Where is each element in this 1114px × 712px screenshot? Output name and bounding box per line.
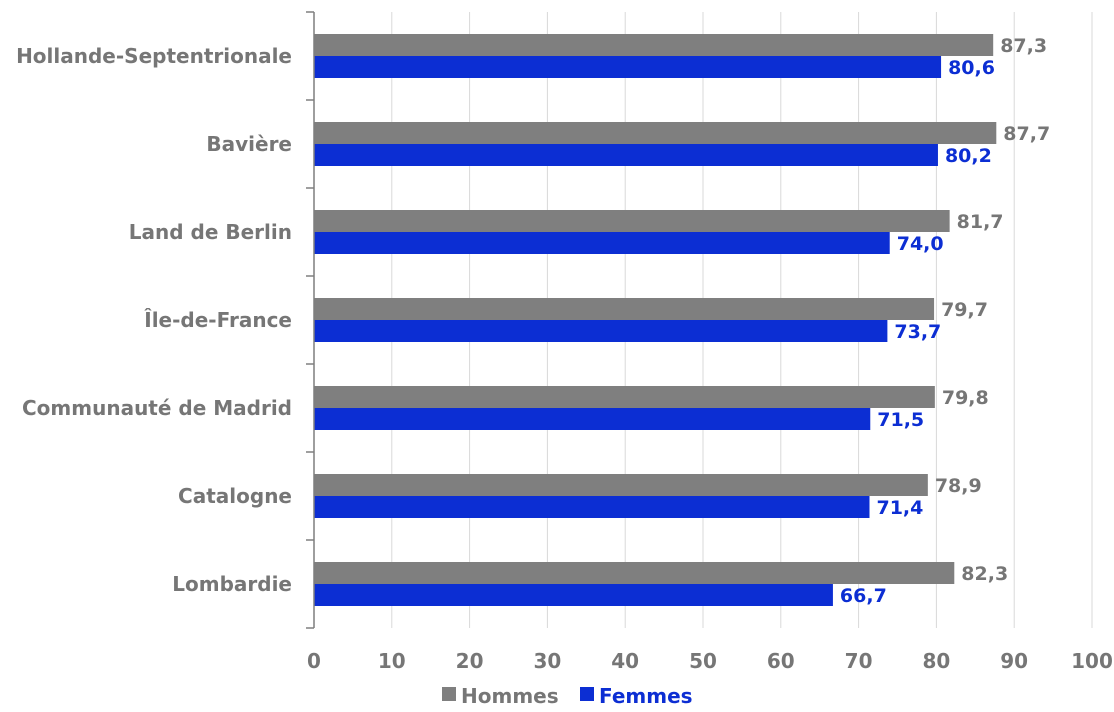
x-tick-label: 0 <box>307 649 321 673</box>
data-label: 87,3 <box>1000 35 1047 57</box>
category-label: Hollande-Septentrionale <box>16 44 292 68</box>
bar-hommes <box>314 122 997 144</box>
bar-femmes <box>314 408 871 430</box>
legend-swatch-hommes <box>442 687 456 701</box>
category-label: Lombardie <box>172 572 292 596</box>
bar-hommes <box>314 34 994 56</box>
x-tick-label: 50 <box>689 649 717 673</box>
data-label: 73,7 <box>894 321 941 343</box>
x-tick-label: 90 <box>1000 649 1028 673</box>
bar-femmes <box>314 496 870 518</box>
x-tick-label: 80 <box>922 649 950 673</box>
bars <box>314 34 997 606</box>
category-label: Île-de-France <box>144 308 292 332</box>
data-label: 79,7 <box>941 299 988 321</box>
category-label: Catalogne <box>178 484 292 508</box>
bar-hommes <box>314 474 928 496</box>
x-tick-label: 60 <box>767 649 795 673</box>
category-label: Land de Berlin <box>129 220 292 244</box>
legend-label-hommes: Hommes <box>461 684 559 708</box>
category-label: Communauté de Madrid <box>22 396 292 420</box>
data-label: 71,4 <box>876 497 923 519</box>
data-label: 81,7 <box>957 211 1004 233</box>
legend-label-femmes: Femmes <box>599 684 693 708</box>
bar-hommes <box>314 386 935 408</box>
bar-femmes <box>314 144 938 166</box>
bar-femmes <box>314 232 890 254</box>
data-label: 87,7 <box>1003 123 1050 145</box>
x-tick-label: 10 <box>378 649 406 673</box>
bar-femmes <box>314 320 888 342</box>
data-label: 71,5 <box>877 409 924 431</box>
data-label: 78,9 <box>935 475 982 497</box>
data-label: 80,2 <box>945 145 992 167</box>
legend-swatch-femmes <box>580 687 594 701</box>
bar-hommes <box>314 210 950 232</box>
data-label: 66,7 <box>840 585 887 607</box>
labels: 87,380,6 Hollande-Septentrionale 87,7 80,2 B… <box>16 35 1050 607</box>
x-tick-label: 40 <box>611 649 639 673</box>
legend: Hommes Femmes <box>442 684 693 708</box>
x-tick-label: 20 <box>456 649 484 673</box>
data-label: 80,6 <box>948 57 995 79</box>
data-label: 82,3 <box>961 563 1008 585</box>
data-label: 79,8 <box>942 387 989 409</box>
bar-hommes <box>314 298 935 320</box>
bar-femmes <box>314 56 942 78</box>
x-tick-label: 100 <box>1071 649 1113 673</box>
x-tick-label: 70 <box>845 649 873 673</box>
x-tick-label: 30 <box>533 649 561 673</box>
data-label: 74,0 <box>897 233 944 255</box>
category-label: Bavière <box>206 132 292 156</box>
axes: 0 10 20 30 40 50 60 70 80 90 100 <box>306 11 1113 673</box>
bar-hommes <box>314 562 955 584</box>
bar-femmes <box>314 584 833 606</box>
